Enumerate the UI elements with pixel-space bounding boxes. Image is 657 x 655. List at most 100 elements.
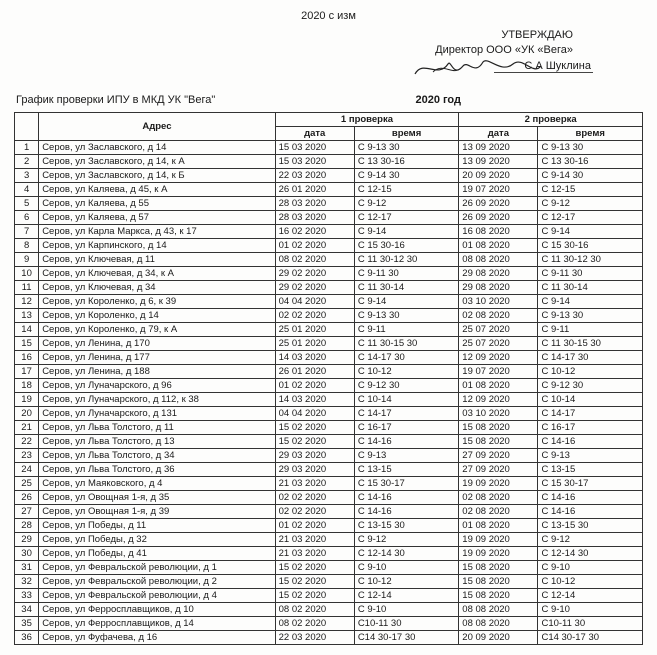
cell-num: 9 [15,252,39,266]
cell-time2: С 11 30-14 [538,280,643,294]
cell-time1: С 11 30-14 [354,280,458,294]
cell-num: 30 [15,546,39,560]
cell-address: Серов, ул Заславского, д 14, к Б [39,168,275,182]
cell-num: 1 [15,140,39,154]
cell-address: Серов, ул Луначарского, д 96 [39,378,275,392]
col-check2: 2 проверка [459,112,643,126]
cell-time1: С 15 30-17 [354,476,458,490]
cell-date2: 20 09 2020 [459,168,538,182]
cell-time2: С 12-14 [538,588,643,602]
cell-num: 18 [15,378,39,392]
col-number [15,112,39,140]
cell-date2: 13 09 2020 [459,140,538,154]
cell-date1: 28 03 2020 [275,196,354,210]
cell-time2: С 9-10 [538,602,643,616]
cell-date2: 02 08 2020 [459,308,538,322]
cell-date1: 21 03 2020 [275,476,354,490]
top-note: 2020 с изм [14,10,643,22]
cell-date1: 21 03 2020 [275,546,354,560]
cell-time2: С 9-13 30 [538,140,643,154]
table-row: 27Серов, ул Овощная 1-я, д 3902 02 2020С… [15,504,643,518]
cell-time1: С 9-14 30 [354,168,458,182]
cell-date1: 28 03 2020 [275,210,354,224]
cell-date2: 16 08 2020 [459,224,538,238]
cell-num: 8 [15,238,39,252]
table-row: 8Серов, ул Карпинского, д 1401 02 2020С … [15,238,643,252]
cell-date1: 04 04 2020 [275,406,354,420]
cell-date1: 25 01 2020 [275,322,354,336]
cell-num: 3 [15,168,39,182]
schedule-year: 2020 год [415,94,461,106]
cell-address: Серов, ул Победы, д 41 [39,546,275,560]
cell-date1: 25 01 2020 [275,336,354,350]
table-row: 9Серов, ул Ключевая, д 1108 02 2020С 11 … [15,252,643,266]
cell-num: 15 [15,336,39,350]
schedule-table: Адрес 1 проверка 2 проверка дата время д… [14,112,643,645]
cell-address: Серов, ул Ферросплавщиков, д 14 [39,616,275,630]
cell-date2: 03 10 2020 [459,406,538,420]
cell-num: 10 [15,266,39,280]
cell-num: 21 [15,420,39,434]
cell-date2: 12 09 2020 [459,350,538,364]
table-row: 1Серов, ул Заславского, д 1415 03 2020С … [15,140,643,154]
table-row: 29Серов, ул Победы, д 3221 03 2020С 9-12… [15,532,643,546]
cell-date1: 08 02 2020 [275,252,354,266]
cell-time2: С10-11 30 [538,616,643,630]
cell-address: Серов, ул Каляева, д 55 [39,196,275,210]
cell-time1: С 12-14 30 [354,546,458,560]
cell-date1: 14 03 2020 [275,392,354,406]
cell-num: 36 [15,630,39,644]
cell-time1: С 14-16 [354,504,458,518]
cell-date1: 14 03 2020 [275,350,354,364]
cell-address: Серов, ул Карпинского, д 14 [39,238,275,252]
cell-date2: 25 07 2020 [459,322,538,336]
cell-date1: 22 03 2020 [275,168,354,182]
cell-time1: С 9-13 30 [354,140,458,154]
cell-num: 28 [15,518,39,532]
cell-time1: С 10-14 [354,392,458,406]
cell-time2: С 13-15 30 [538,518,643,532]
cell-address: Серов, ул Короленко, д 79, к А [39,322,275,336]
cell-date2: 13 09 2020 [459,154,538,168]
cell-date2: 20 09 2020 [459,630,538,644]
table-row: 19Серов, ул Луначарского, д 112, к 3814 … [15,392,643,406]
cell-address: Серов, ул Февральской революции, д 4 [39,588,275,602]
cell-time2: С 9-14 30 [538,168,643,182]
cell-num: 31 [15,560,39,574]
table-row: 21Серов, ул Льва Толстого, д 1115 02 202… [15,420,643,434]
cell-num: 2 [15,154,39,168]
cell-date2: 15 08 2020 [459,420,538,434]
cell-address: Серов, ул Ленина, д 177 [39,350,275,364]
cell-date2: 27 09 2020 [459,462,538,476]
cell-date1: 29 03 2020 [275,448,354,462]
cell-date2: 08 08 2020 [459,602,538,616]
table-row: 24Серов, ул Льва Толстого, д 3629 03 202… [15,462,643,476]
cell-date1: 15 02 2020 [275,420,354,434]
cell-date2: 15 08 2020 [459,588,538,602]
cell-time1: С 9-12 30 [354,378,458,392]
cell-address: Серов, ул Ферросплавщиков, д 10 [39,602,275,616]
cell-time1: С 10-12 [354,364,458,378]
cell-time1: С 12-15 [354,182,458,196]
cell-time2: С 9-11 30 [538,266,643,280]
table-row: 6Серов, ул Каляева, д 5728 03 2020С 12-1… [15,210,643,224]
table-row: 3Серов, ул Заславского, д 14, к Б22 03 2… [15,168,643,182]
table-row: 4Серов, ул Каляева, д 45, к А26 01 2020С… [15,182,643,196]
cell-date2: 19 09 2020 [459,476,538,490]
col-time1: время [354,126,458,140]
table-row: 34Серов, ул Ферросплавщиков, д 1008 02 2… [15,602,643,616]
cell-num: 6 [15,210,39,224]
cell-date2: 29 08 2020 [459,280,538,294]
cell-date2: 29 08 2020 [459,266,538,280]
table-row: 28Серов, ул Победы, д 1101 02 2020С 13-1… [15,518,643,532]
cell-date2: 19 07 2020 [459,364,538,378]
cell-time2: С 16-17 [538,420,643,434]
table-body: 1Серов, ул Заславского, д 1415 03 2020С … [15,140,643,644]
cell-address: Серов, ул Фуфачева, д 16 [39,630,275,644]
cell-time2: С 14-16 [538,504,643,518]
cell-address: Серов, ул Февральской революции, д 2 [39,574,275,588]
cell-time2: С 12-14 30 [538,546,643,560]
cell-time2: С 10-12 [538,574,643,588]
cell-address: Серов, ул Льва Толстого, д 11 [39,420,275,434]
cell-num: 32 [15,574,39,588]
